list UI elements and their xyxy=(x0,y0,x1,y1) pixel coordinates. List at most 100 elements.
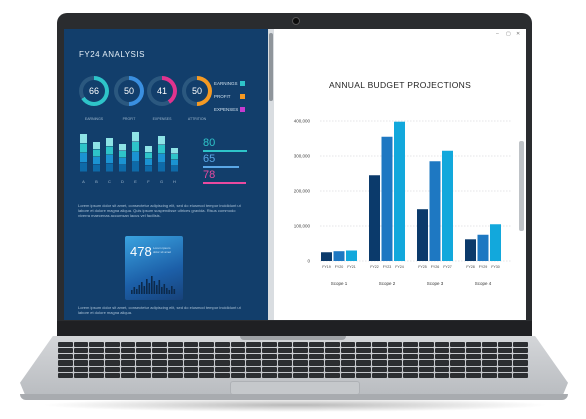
keyboard-key[interactable] xyxy=(262,366,277,372)
keyboard-key[interactable] xyxy=(419,366,434,372)
keyboard-key[interactable] xyxy=(340,366,356,372)
keyboard-key[interactable] xyxy=(105,348,120,354)
keyboard-key[interactable] xyxy=(230,354,246,360)
keyboard-key[interactable] xyxy=(419,360,434,366)
keyboard-key[interactable] xyxy=(214,354,230,360)
keyboard-key[interactable] xyxy=(371,342,387,348)
keyboard-key[interactable] xyxy=(403,348,419,354)
keyboard-key[interactable] xyxy=(293,348,309,354)
keyboard-key[interactable] xyxy=(293,366,309,372)
keyboard-key[interactable] xyxy=(262,342,277,348)
keyboard-key[interactable] xyxy=(58,342,73,348)
keyboard-key[interactable] xyxy=(73,354,89,360)
keyboard-key[interactable] xyxy=(167,342,183,348)
keyboard-key[interactable] xyxy=(214,348,230,354)
keyboard-key[interactable] xyxy=(167,366,183,372)
keyboard-key[interactable] xyxy=(120,342,136,348)
keyboard-key[interactable] xyxy=(513,354,528,360)
keyboard-key[interactable] xyxy=(481,366,497,372)
keyboard-key[interactable] xyxy=(387,348,403,354)
keyboard-key[interactable] xyxy=(262,348,277,354)
keyboard-key[interactable] xyxy=(246,372,262,378)
right-scrollbar-thumb[interactable] xyxy=(519,141,524,231)
keyboard-key[interactable] xyxy=(230,342,246,348)
keyboard-key[interactable] xyxy=(199,342,214,348)
keyboard-key[interactable] xyxy=(105,360,120,366)
keyboard-key[interactable] xyxy=(214,342,230,348)
keyboard[interactable] xyxy=(58,342,528,378)
keyboard-key[interactable] xyxy=(450,366,466,372)
keyboard-key[interactable] xyxy=(293,354,309,360)
keyboard-key[interactable] xyxy=(230,360,246,366)
keyboard-key[interactable] xyxy=(371,354,387,360)
keyboard-key[interactable] xyxy=(89,348,105,354)
keyboard-key[interactable] xyxy=(246,360,262,366)
keyboard-key[interactable] xyxy=(434,372,450,378)
keyboard-key[interactable] xyxy=(199,366,214,372)
keyboard-key[interactable] xyxy=(73,372,89,378)
keyboard-key[interactable] xyxy=(277,348,293,354)
keyboard-key[interactable] xyxy=(105,366,120,372)
keyboard-key[interactable] xyxy=(89,366,105,372)
keyboard-key[interactable] xyxy=(183,366,199,372)
keyboard-key[interactable] xyxy=(58,360,73,366)
keyboard-key[interactable] xyxy=(497,372,513,378)
minimize-icon[interactable]: – xyxy=(496,31,499,37)
keyboard-key[interactable] xyxy=(419,348,434,354)
keyboard-key[interactable] xyxy=(136,342,152,348)
keyboard-key[interactable] xyxy=(120,348,136,354)
left-scrollbar-thumb[interactable] xyxy=(269,33,273,101)
keyboard-key[interactable] xyxy=(497,342,513,348)
keyboard-key[interactable] xyxy=(58,354,73,360)
keyboard-key[interactable] xyxy=(152,354,167,360)
keyboard-key[interactable] xyxy=(419,354,434,360)
keyboard-key[interactable] xyxy=(167,354,183,360)
keyboard-key[interactable] xyxy=(340,360,356,366)
keyboard-key[interactable] xyxy=(277,372,293,378)
keyboard-key[interactable] xyxy=(262,360,277,366)
keyboard-key[interactable] xyxy=(371,348,387,354)
keyboard-key[interactable] xyxy=(497,354,513,360)
keyboard-key[interactable] xyxy=(481,348,497,354)
keyboard-key[interactable] xyxy=(356,360,371,366)
keyboard-key[interactable] xyxy=(324,354,340,360)
left-scrollbar-track[interactable] xyxy=(268,29,274,320)
keyboard-key[interactable] xyxy=(120,354,136,360)
keyboard-key[interactable] xyxy=(183,372,199,378)
touchpad[interactable] xyxy=(230,381,360,395)
keyboard-key[interactable] xyxy=(199,360,214,366)
keyboard-key[interactable] xyxy=(262,354,277,360)
keyboard-key[interactable] xyxy=(497,348,513,354)
keyboard-key[interactable] xyxy=(434,360,450,366)
keyboard-key[interactable] xyxy=(152,360,167,366)
keyboard-key[interactable] xyxy=(262,372,277,378)
keyboard-key[interactable] xyxy=(105,372,120,378)
keyboard-key[interactable] xyxy=(246,354,262,360)
keyboard-key[interactable] xyxy=(89,372,105,378)
keyboard-key[interactable] xyxy=(466,360,481,366)
keyboard-key[interactable] xyxy=(152,342,167,348)
keyboard-key[interactable] xyxy=(324,366,340,372)
keyboard-key[interactable] xyxy=(152,372,167,378)
keyboard-key[interactable] xyxy=(105,342,120,348)
keyboard-key[interactable] xyxy=(73,342,89,348)
keyboard-key[interactable] xyxy=(183,348,199,354)
keyboard-key[interactable] xyxy=(246,342,262,348)
keyboard-key[interactable] xyxy=(309,348,324,354)
keyboard-key[interactable] xyxy=(230,366,246,372)
keyboard-key[interactable] xyxy=(450,372,466,378)
keyboard-key[interactable] xyxy=(230,348,246,354)
keyboard-key[interactable] xyxy=(183,354,199,360)
keyboard-key[interactable] xyxy=(340,342,356,348)
keyboard-key[interactable] xyxy=(309,366,324,372)
keyboard-key[interactable] xyxy=(356,372,371,378)
keyboard-key[interactable] xyxy=(356,354,371,360)
keyboard-key[interactable] xyxy=(277,354,293,360)
keyboard-key[interactable] xyxy=(481,354,497,360)
keyboard-key[interactable] xyxy=(120,366,136,372)
keyboard-key[interactable] xyxy=(199,354,214,360)
keyboard-key[interactable] xyxy=(167,360,183,366)
keyboard-key[interactable] xyxy=(403,342,419,348)
keyboard-key[interactable] xyxy=(136,372,152,378)
keyboard-key[interactable] xyxy=(481,342,497,348)
